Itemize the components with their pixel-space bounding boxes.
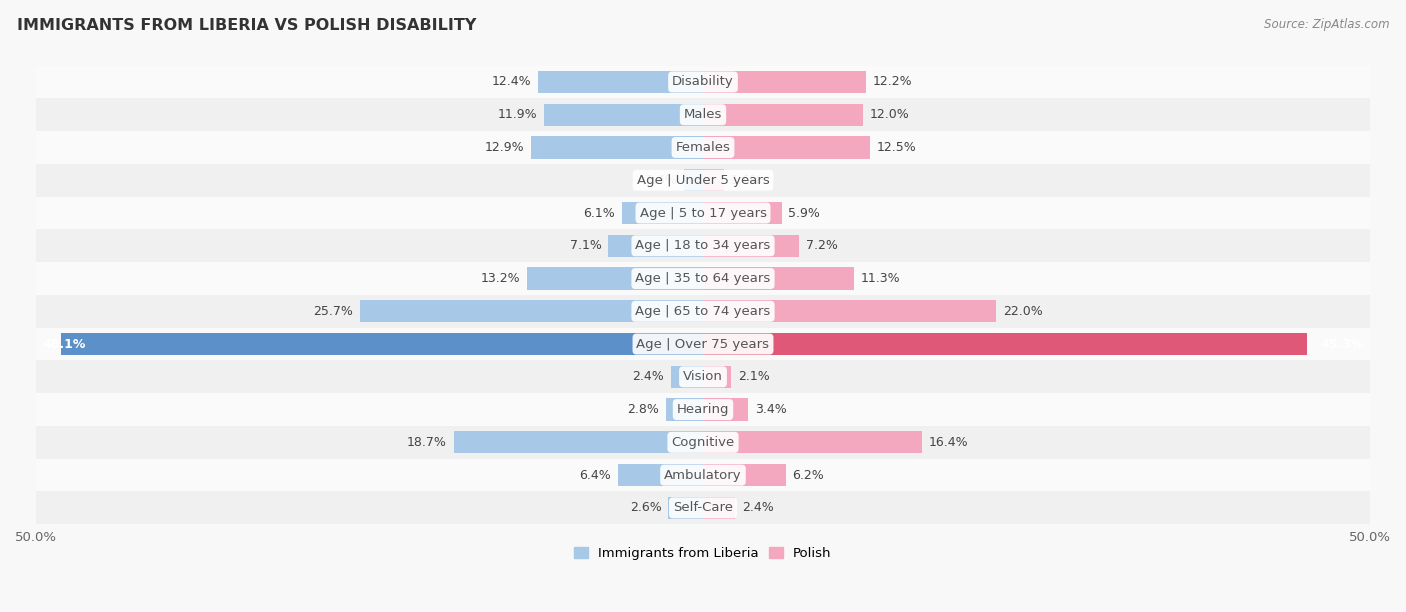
Text: 12.5%: 12.5%: [876, 141, 917, 154]
Text: 7.2%: 7.2%: [806, 239, 838, 252]
Bar: [609, 234, 703, 257]
Bar: [37, 426, 1369, 459]
Bar: [703, 497, 735, 519]
Bar: [62, 333, 703, 355]
Text: 2.4%: 2.4%: [742, 501, 773, 514]
Text: Males: Males: [683, 108, 723, 121]
Bar: [37, 459, 1369, 491]
Text: Age | 65 to 74 years: Age | 65 to 74 years: [636, 305, 770, 318]
Text: Age | Over 75 years: Age | Over 75 years: [637, 338, 769, 351]
Bar: [703, 267, 853, 289]
Bar: [685, 169, 703, 192]
Text: 11.3%: 11.3%: [860, 272, 900, 285]
Bar: [544, 103, 703, 126]
Bar: [531, 136, 703, 159]
Text: 6.4%: 6.4%: [579, 469, 612, 482]
Bar: [37, 230, 1369, 262]
Text: 18.7%: 18.7%: [406, 436, 447, 449]
Text: 1.6%: 1.6%: [731, 174, 763, 187]
Text: 45.3%: 45.3%: [1320, 338, 1364, 351]
Text: Source: ZipAtlas.com: Source: ZipAtlas.com: [1264, 18, 1389, 31]
Bar: [703, 300, 997, 323]
Text: 12.9%: 12.9%: [485, 141, 524, 154]
Text: Cognitive: Cognitive: [672, 436, 734, 449]
Text: Females: Females: [675, 141, 731, 154]
Text: 12.2%: 12.2%: [872, 75, 912, 89]
Text: 13.2%: 13.2%: [481, 272, 520, 285]
Text: 7.1%: 7.1%: [569, 239, 602, 252]
Bar: [37, 393, 1369, 426]
Text: 12.0%: 12.0%: [870, 108, 910, 121]
Bar: [37, 295, 1369, 327]
Bar: [703, 169, 724, 192]
Bar: [454, 431, 703, 453]
Bar: [665, 398, 703, 420]
Bar: [703, 366, 731, 388]
Text: 6.1%: 6.1%: [583, 206, 614, 220]
Bar: [37, 99, 1369, 131]
Text: IMMIGRANTS FROM LIBERIA VS POLISH DISABILITY: IMMIGRANTS FROM LIBERIA VS POLISH DISABI…: [17, 18, 477, 34]
Text: 2.1%: 2.1%: [738, 370, 769, 383]
Bar: [37, 196, 1369, 230]
Text: 5.9%: 5.9%: [789, 206, 820, 220]
Text: Age | Under 5 years: Age | Under 5 years: [637, 174, 769, 187]
Bar: [37, 262, 1369, 295]
Bar: [537, 71, 703, 93]
Text: Hearing: Hearing: [676, 403, 730, 416]
Bar: [703, 136, 870, 159]
Text: 12.4%: 12.4%: [491, 75, 531, 89]
Text: Vision: Vision: [683, 370, 723, 383]
Text: Self-Care: Self-Care: [673, 501, 733, 514]
Bar: [703, 398, 748, 420]
Bar: [703, 333, 1308, 355]
Bar: [37, 360, 1369, 393]
Text: Disability: Disability: [672, 75, 734, 89]
Text: Age | 35 to 64 years: Age | 35 to 64 years: [636, 272, 770, 285]
Bar: [360, 300, 703, 323]
Text: 6.2%: 6.2%: [793, 469, 824, 482]
Text: 48.1%: 48.1%: [42, 338, 86, 351]
Bar: [37, 65, 1369, 99]
Bar: [621, 202, 703, 224]
Text: 2.8%: 2.8%: [627, 403, 659, 416]
Text: 25.7%: 25.7%: [314, 305, 353, 318]
Text: 16.4%: 16.4%: [928, 436, 969, 449]
Text: 3.4%: 3.4%: [755, 403, 787, 416]
Bar: [37, 131, 1369, 164]
Bar: [617, 464, 703, 486]
Legend: Immigrants from Liberia, Polish: Immigrants from Liberia, Polish: [569, 542, 837, 565]
Bar: [703, 103, 863, 126]
Text: 1.4%: 1.4%: [645, 174, 678, 187]
Text: Age | 5 to 17 years: Age | 5 to 17 years: [640, 206, 766, 220]
Bar: [703, 464, 786, 486]
Text: Ambulatory: Ambulatory: [664, 469, 742, 482]
Text: Age | 18 to 34 years: Age | 18 to 34 years: [636, 239, 770, 252]
Text: 11.9%: 11.9%: [498, 108, 537, 121]
Bar: [703, 202, 782, 224]
Text: 2.6%: 2.6%: [630, 501, 662, 514]
Bar: [703, 71, 866, 93]
Bar: [37, 491, 1369, 524]
Bar: [703, 431, 922, 453]
Bar: [37, 327, 1369, 360]
Bar: [671, 366, 703, 388]
Bar: [703, 234, 799, 257]
Text: 2.4%: 2.4%: [633, 370, 664, 383]
Bar: [37, 164, 1369, 196]
Text: 22.0%: 22.0%: [1002, 305, 1043, 318]
Bar: [668, 497, 703, 519]
Bar: [527, 267, 703, 289]
